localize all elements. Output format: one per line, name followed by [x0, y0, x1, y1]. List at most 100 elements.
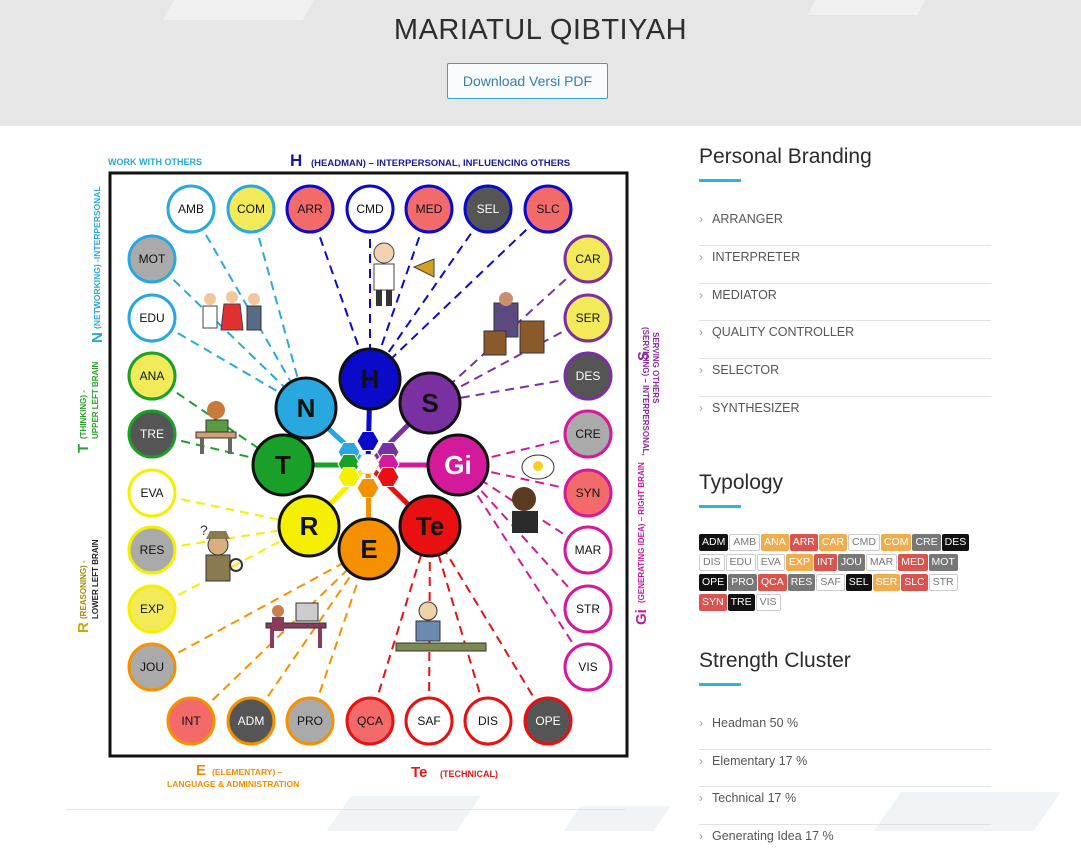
strength-cluster-item[interactable]: › Technical 17 %: [699, 787, 991, 826]
typology-tag[interactable]: ADM: [699, 533, 729, 551]
outer-circle: [226, 696, 276, 746]
outer-circle: [523, 696, 573, 746]
headman-illustration: [373, 242, 435, 306]
outer-circle-label: SYN: [576, 486, 601, 500]
personal-branding-item[interactable]: › SELECTOR: [699, 359, 991, 397]
strength-cluster-link[interactable]: Headman 50 %: [712, 715, 799, 730]
outer-circle-label: SAF: [417, 714, 440, 728]
typology-tag[interactable]: CMD: [848, 533, 880, 551]
typology-tag[interactable]: ANA: [761, 533, 789, 551]
n-side-label: N (NETWORKING) -INTERPERSONAL: [89, 186, 106, 343]
typology-tag[interactable]: MOT: [928, 553, 958, 571]
section-underline: [699, 179, 741, 182]
personal-branding-link[interactable]: ARRANGER: [712, 212, 783, 226]
personal-branding-item[interactable]: › QUALITY CONTROLLER: [699, 321, 991, 360]
typology-tag[interactable]: RES: [787, 573, 816, 591]
strength-cluster-link[interactable]: Generating Idea 17 %: [712, 829, 834, 844]
typology-tag[interactable]: SYN: [699, 593, 727, 611]
typology-tag[interactable]: QCA: [757, 573, 787, 591]
strength-cluster-item[interactable]: › Elementary 17 %: [699, 750, 991, 788]
connector-line: [190, 548, 370, 722]
personal-branding-item[interactable]: › ARRANGER: [699, 208, 991, 246]
typology-tag[interactable]: DIS: [699, 553, 725, 571]
outer-circle: [563, 409, 613, 459]
center-circle-label: S: [421, 388, 438, 418]
personal-branding-item[interactable]: › INTERPRETER: [699, 246, 991, 284]
te-letter-label: Te: [411, 764, 427, 781]
personal-branding-link[interactable]: SYNTHESIZER: [712, 400, 800, 415]
typology-tag[interactable]: SER: [872, 573, 901, 591]
outer-circle: [127, 584, 177, 634]
typology-tag[interactable]: SAF: [816, 573, 845, 591]
typology-tag[interactable]: EVA: [756, 553, 785, 571]
idea-man-illustration: [512, 454, 555, 533]
typology-tag[interactable]: VIS: [755, 593, 781, 611]
typology-tag[interactable]: DES: [941, 533, 970, 551]
strength-cluster-link[interactable]: Elementary 17 %: [712, 753, 808, 768]
download-pdf-button[interactable]: Download Versi PDF: [447, 63, 608, 99]
personal-branding-link[interactable]: QUALITY CONTROLLER: [712, 325, 855, 340]
outer-circle: [563, 642, 613, 692]
outer-circle-label: EVA: [140, 486, 163, 500]
typology-tag[interactable]: MED: [898, 553, 928, 571]
typology-tag[interactable]: ARR: [789, 533, 818, 551]
typology-tag[interactable]: EDU: [725, 553, 756, 571]
center-circle-label: H: [361, 364, 380, 394]
typology-tag[interactable]: SLC: [901, 573, 928, 591]
connector-line: [457, 464, 589, 668]
typology-tag[interactable]: INT: [813, 553, 837, 571]
typology-tag[interactable]: AMB: [729, 533, 761, 551]
outer-circle: [563, 525, 613, 575]
typology-tag[interactable]: MAR: [865, 553, 898, 571]
typology-tag[interactable]: OPE: [699, 573, 728, 591]
personal-branding-item[interactable]: › MEDIATOR: [699, 284, 991, 322]
servicing-porter-illustration: [483, 292, 545, 356]
outer-circle-label: VIS: [578, 660, 597, 674]
center-circle-label: E: [360, 534, 377, 564]
personal-branding-item[interactable]: › SYNTHESIZER: [699, 397, 991, 435]
center-circle-label: Gi: [444, 450, 471, 480]
chevron-right-icon: ›: [699, 212, 703, 226]
personal-branding-link[interactable]: SELECTOR: [712, 363, 780, 378]
typology-tag[interactable]: STR: [928, 573, 958, 591]
connector-line: [429, 375, 589, 404]
connector-line: [369, 208, 489, 380]
typology-tag[interactable]: EXP: [785, 553, 813, 571]
chevron-right-icon: ›: [699, 753, 703, 768]
s-description-label-2: SERVING OTHERS: [651, 332, 660, 404]
chevron-right-icon: ›: [699, 715, 703, 730]
thinking-student-illustration: [195, 401, 237, 454]
outer-circle-label: EDU: [139, 311, 164, 325]
typology-tag[interactable]: TRE: [727, 593, 755, 611]
connector-line: [429, 525, 489, 722]
typology-tag[interactable]: SEL: [845, 573, 872, 591]
t-side-label: T (THINKING) - UPPER LEFT BRAIN: [75, 361, 100, 453]
connector-line: [369, 525, 431, 722]
content-divider: [66, 809, 626, 810]
strength-cluster-link[interactable]: Technical 17 %: [712, 791, 797, 806]
typology-tag[interactable]: CRE: [912, 533, 941, 551]
connector-line: [151, 525, 310, 551]
personal-branding-link[interactable]: INTERPRETER: [712, 249, 801, 264]
typology-tag[interactable]: PRO: [728, 573, 757, 591]
strength-cluster-item[interactable]: › Headman 50 %: [699, 712, 991, 750]
chevron-right-icon: ›: [699, 791, 703, 806]
sidebar: Personal Branding › ARRANGER › INTERPRETER ›…: [699, 143, 991, 863]
center-circle-label: R: [300, 511, 319, 541]
center-circle: [398, 371, 462, 435]
outer-circle-label: QCA: [357, 714, 383, 728]
section-underline: [699, 682, 741, 686]
personal-branding-link[interactable]: MEDIATOR: [712, 287, 777, 302]
typology-tag[interactable]: COM: [880, 533, 912, 551]
typology-tag[interactable]: CAR: [818, 533, 848, 551]
t-letter-label: T: [75, 444, 92, 453]
outer-circle: [127, 293, 177, 343]
page-header: MARIATUL QIBTIYAH Download Versi PDF: [0, 0, 1081, 126]
chevron-right-icon: ›: [699, 249, 703, 264]
work-with-others-label: WORK WITH OTHERS: [108, 157, 202, 167]
outer-circle: [345, 696, 395, 746]
h-description-label: (HEADMAN) – INTERPERSONAL, INFLUENCING O…: [311, 158, 570, 169]
gi-description-label: (GENERATING IDEA) – RIGHT BRAIN: [637, 462, 646, 603]
typology-tag[interactable]: JOU: [837, 553, 865, 571]
outer-circle-label: COM: [237, 202, 265, 216]
